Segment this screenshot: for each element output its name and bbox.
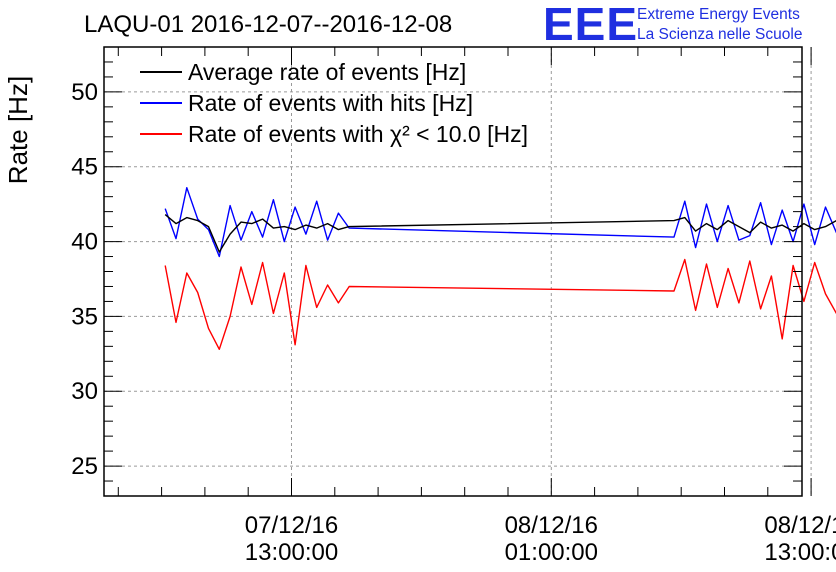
x-tick-label-date: 08/12/16: [764, 512, 836, 539]
y-tick-label: 40: [71, 229, 98, 256]
y-tick-label: 50: [71, 79, 98, 106]
x-tick-label-date: 08/12/16: [505, 512, 598, 539]
x-tick-label-time: 01:00:00: [505, 539, 598, 566]
x-tick-labels: 07/12/1613:00:0008/12/1601:00:0008/12/16…: [245, 512, 836, 566]
logo-mark: EEE: [543, 0, 638, 50]
x-tick-label-time: 13:00:00: [245, 539, 338, 566]
x-tick-label-date: 07/12/16: [245, 512, 338, 539]
y-axis-label: Rate [Hz]: [3, 76, 33, 184]
legend: Average rate of events [Hz] Rate of even…: [140, 59, 528, 147]
legend-label-average: Average rate of events [Hz]: [188, 59, 466, 85]
series-line-average: [164, 214, 836, 253]
plot-frame: [103, 46, 803, 497]
logo-line-1: Extreme Energy Events: [637, 6, 800, 23]
y-tick-label: 35: [71, 303, 98, 330]
y-tick-label: 45: [71, 154, 98, 181]
legend-label-hits: Rate of events with hits [Hz]: [188, 90, 473, 116]
grid-lines: [104, 47, 812, 496]
legend-label-chi2: Rate of events with χ² < 10.0 [Hz]: [188, 121, 528, 147]
axes: [103, 46, 812, 497]
x-tick-label-time: 13:00:00: [764, 539, 836, 566]
y-tick-label: 30: [71, 378, 98, 405]
series-line-chi2: [164, 258, 836, 350]
series-lines: [164, 186, 836, 350]
logo-line-2: La Scienza nelle Scuole: [637, 26, 802, 43]
chart-title: LAQU-01 2016-12-07--2016-12-08: [84, 11, 452, 38]
eee-logo: EEE Extreme Energy Events La Scienza nel…: [543, 0, 802, 50]
y-tick-labels: 25 30 35 40 45 50: [71, 79, 98, 480]
y-tick-label: 25: [71, 453, 98, 480]
